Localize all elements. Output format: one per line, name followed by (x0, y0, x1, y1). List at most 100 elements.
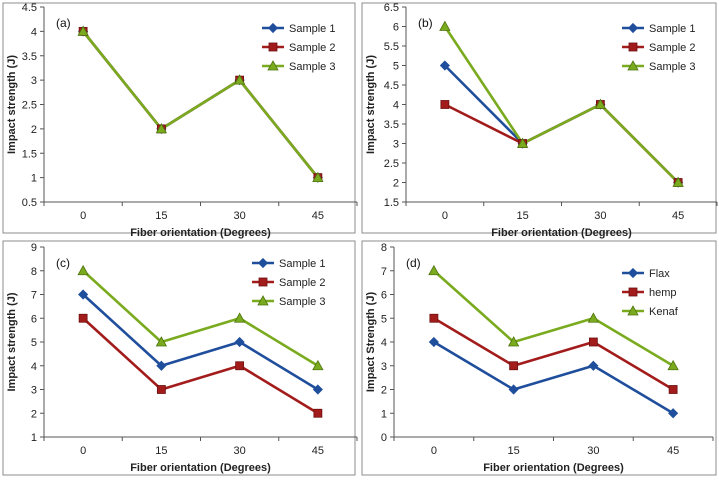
data-point-series-2 (156, 385, 166, 394)
panel-border (361, 2, 717, 234)
data-point-series-1 (234, 336, 245, 348)
x-tick-label: 15 (155, 445, 167, 457)
series-line-3 (82, 30, 319, 179)
y-tick-label: 3.5 (22, 51, 37, 63)
y-tick-label: 6 (393, 22, 399, 34)
y-tick-label: 3 (393, 139, 399, 151)
x-tick-label: 30 (587, 445, 599, 457)
x-tick-label: 0 (80, 210, 86, 222)
x-tick-label: 30 (594, 210, 606, 222)
y-tick-label: 7 (381, 266, 387, 278)
panel-label: (b) (418, 16, 433, 30)
x-tick-label: 0 (442, 210, 448, 222)
y-axis-title: Impact strength (J) (6, 292, 18, 391)
y-axis-title: Impact strength (J) (6, 55, 18, 154)
panel-label: (c) (56, 256, 70, 270)
data-point-series-2 (440, 100, 450, 109)
x-tick-label: 45 (312, 445, 324, 457)
legend-label: Sample 2 (649, 42, 695, 54)
series-line-3 (433, 269, 674, 367)
x-axis-title: Fiber orientation (Degrees) (130, 462, 271, 474)
legend-label: Sample 1 (279, 258, 325, 270)
series-line-3 (82, 269, 319, 367)
series-line-2 (82, 317, 319, 415)
data-point-series-1 (508, 384, 519, 395)
data-point-series-3 (516, 137, 529, 148)
data-point-series-2 (588, 337, 598, 347)
x-axis-title: Fiber orientation (Degrees) (483, 462, 624, 474)
data-point-series-1 (78, 289, 89, 300)
data-point-series-2 (429, 313, 439, 323)
y-tick-label: 2 (381, 385, 387, 397)
y-tick-label: 6.5 (384, 2, 399, 14)
data-point-series-1 (156, 360, 167, 371)
y-tick-label: 0 (381, 432, 387, 444)
legend-marker (257, 257, 269, 269)
y-tick-label: 3.5 (384, 119, 399, 131)
legend-label: Sample 3 (279, 296, 325, 308)
legend-label: hemp (649, 287, 677, 299)
legend-label: Sample 1 (289, 23, 335, 35)
data-point-series-3 (312, 359, 324, 371)
data-point-series-3 (672, 176, 684, 187)
legend-marker (268, 42, 278, 52)
y-axis-title: Impact strength (J) (365, 55, 377, 154)
data-point-series-3 (312, 171, 324, 183)
x-axis-title: Fiber orientation (Degrees) (491, 227, 632, 239)
y-tick-label: 2.5 (384, 158, 399, 170)
legend-marker (627, 305, 639, 316)
x-tick-label: 45 (672, 210, 684, 222)
data-point-series-1 (428, 336, 439, 348)
y-tick-label: 2 (31, 408, 37, 420)
data-point-series-1 (312, 384, 323, 395)
data-point-series-3 (233, 74, 246, 85)
data-point-series-3 (507, 336, 520, 347)
legend-marker (628, 287, 638, 297)
y-tick-label: 1 (31, 432, 37, 444)
data-point-series-3 (233, 312, 246, 323)
y-tick-label: 5 (381, 313, 387, 325)
panel-label: (a) (56, 16, 71, 30)
legend-marker (627, 267, 639, 279)
y-tick-label: 1 (31, 173, 37, 185)
y-tick-label: 4 (31, 361, 37, 373)
legend-label: Sample 2 (279, 277, 325, 289)
data-point-series-3 (587, 312, 600, 323)
y-tick-label: 8 (381, 242, 387, 254)
data-point-series-1 (668, 408, 679, 419)
y-tick-label: 4 (381, 337, 387, 349)
y-tick-label: 5 (31, 337, 37, 349)
legend-label: Kenaf (649, 306, 679, 318)
legend-marker (258, 277, 268, 287)
data-point-series-2 (668, 385, 678, 394)
x-tick-label: 15 (517, 210, 529, 222)
x-tick-label: 45 (667, 445, 679, 457)
data-point-series-2 (313, 408, 323, 418)
y-tick-label: 3 (381, 361, 387, 373)
data-point-series-1 (439, 60, 450, 71)
y-tick-label: 9 (31, 242, 37, 254)
data-point-series-2 (509, 361, 519, 371)
legend-marker (627, 60, 639, 71)
y-tick-label: 7 (31, 290, 37, 302)
legend-marker (627, 22, 639, 34)
legend-label: Sample 3 (289, 61, 335, 73)
y-tick-label: 3 (31, 75, 37, 87)
x-axis-title: Fiber orientation (Degrees) (130, 227, 271, 239)
data-point-series-3 (428, 264, 440, 276)
y-tick-label: 1.5 (22, 148, 37, 160)
y-tick-label: 2 (393, 178, 399, 190)
legend-marker (628, 42, 638, 52)
y-tick-label: 0.5 (22, 197, 37, 209)
y-tick-label: 5 (393, 61, 399, 73)
legend-label: Flax (649, 268, 670, 280)
y-tick-label: 1 (381, 408, 387, 420)
y-tick-label: 4.5 (22, 2, 37, 14)
legend-label: Sample 2 (289, 42, 335, 54)
data-point-series-2 (78, 313, 88, 323)
y-tick-label: 2.5 (22, 100, 37, 112)
